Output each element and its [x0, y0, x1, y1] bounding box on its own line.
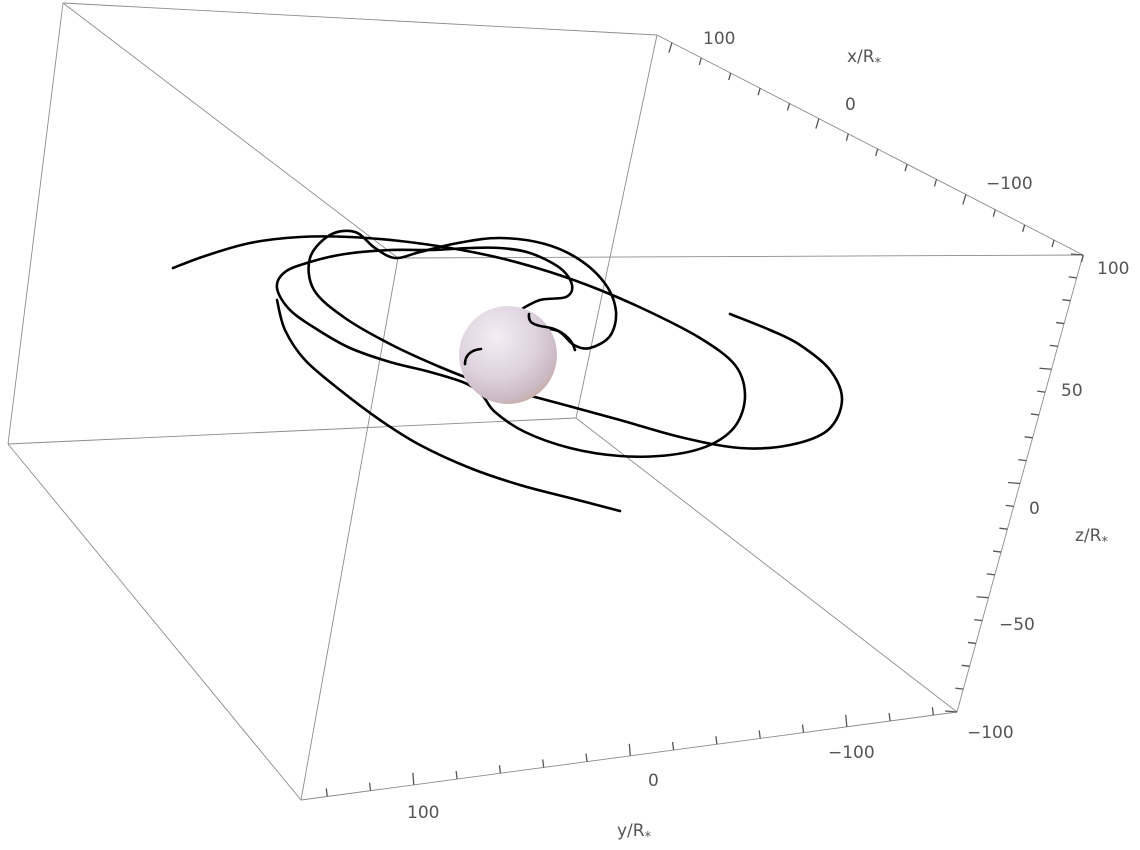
z-axis-tick	[1068, 276, 1077, 279]
z-axis-tick	[1056, 321, 1065, 325]
z-axis-tick	[1005, 504, 1014, 507]
z-axis-tick	[976, 596, 989, 599]
box-edge	[397, 254, 1084, 259]
x-axis-tick	[845, 133, 849, 141]
box-edge	[7, 443, 302, 801]
x-axis-tick	[668, 42, 673, 53]
y-axis-tick	[412, 772, 415, 785]
y-axis-tick	[542, 759, 545, 768]
x-tick-label: 100	[703, 29, 735, 49]
z-axis-tick	[1007, 481, 1021, 485]
x-axis-tick	[962, 194, 967, 205]
y-axis-tick	[758, 730, 761, 739]
x-axis-tick	[933, 179, 938, 187]
bounding-box	[7, 2, 1084, 801]
y-tick-label: 0	[648, 771, 659, 791]
y-axis-tick	[455, 770, 458, 780]
box-edge	[62, 2, 399, 259]
z-tick-label: 50	[1061, 381, 1083, 401]
orbit-segment-front	[527, 312, 577, 352]
box-edge	[300, 711, 958, 801]
x-axis-tick	[992, 209, 996, 217]
box-edge	[62, 2, 658, 36]
y-axis-tick	[931, 707, 935, 716]
z-axis-tick	[1018, 459, 1027, 462]
y-axis-tick	[888, 712, 891, 722]
box-edge	[575, 34, 658, 419]
x-axis-tick	[786, 103, 791, 111]
y-axis-tick	[325, 788, 328, 797]
z-axis-tick	[967, 641, 976, 645]
box-edge	[575, 417, 958, 713]
y-tick-label: 100	[407, 803, 439, 823]
x-axis-tick	[904, 163, 908, 172]
orbit-trajectory-tail	[275, 298, 622, 513]
y-axis-tick	[801, 724, 805, 733]
z-axis-tick	[1039, 367, 1052, 370]
axis-tick-labels: 100 0 −100 100 0 −100 100 50 0 −50 −100	[407, 29, 1129, 823]
x-axis-tick	[757, 88, 761, 96]
box-edge	[300, 257, 399, 801]
x-tick-label: 0	[845, 95, 856, 115]
z-axis-tick	[961, 664, 970, 667]
box-edge	[7, 417, 577, 445]
z-tick-label: 100	[1097, 259, 1129, 279]
z-axis-tick	[974, 618, 983, 622]
z-tick-label: 0	[1029, 499, 1040, 519]
z-axis-tick	[955, 687, 964, 690]
z-axis-tick	[999, 527, 1008, 530]
y-axis-tick	[498, 765, 502, 774]
y-axis-tick	[368, 782, 372, 791]
x-axis-tick	[1051, 239, 1055, 248]
orbit-trajectory-line	[171, 235, 747, 458]
box-edge	[656, 34, 1084, 256]
z-tick-label: −50	[999, 615, 1035, 635]
y-axis-tick	[628, 743, 631, 756]
z-axis-tick	[986, 573, 995, 576]
x-axis-tick	[698, 57, 702, 66]
y-axis-tick	[585, 753, 588, 762]
axis-ticks	[325, 42, 1085, 797]
y-tick-label: −100	[828, 743, 875, 763]
z-axis-tick	[944, 710, 958, 713]
orbit-trajectory-inner	[307, 229, 844, 450]
z-tick-label: −100	[967, 723, 1014, 743]
star-sphere	[459, 306, 557, 404]
z-axis-tick	[993, 550, 1002, 553]
x-axis-tick	[728, 72, 732, 81]
z-axis-tick	[1062, 299, 1071, 302]
y-axis-tick	[671, 741, 675, 751]
orbit-segment-front	[463, 347, 483, 366]
y-axis-tick	[845, 714, 848, 727]
x-axis-tick	[815, 118, 820, 129]
x-axis-tick	[1080, 255, 1085, 263]
box-edge	[7, 2, 64, 445]
x-tick-label: −100	[986, 174, 1033, 194]
x-axis-tick	[1022, 224, 1026, 233]
z-axis-tick	[1030, 413, 1039, 416]
y-axis-label: y/R*	[617, 821, 652, 845]
x-axis-label: x/R*	[847, 47, 882, 71]
y-axis-tick	[715, 736, 718, 745]
z-axis-tick	[1049, 344, 1058, 348]
z-axis-label: z/R*	[1075, 526, 1108, 550]
z-axis-tick	[1024, 436, 1033, 439]
x-axis-tick	[875, 148, 879, 157]
z-axis-tick	[1037, 390, 1046, 393]
z-axis-tick	[1070, 253, 1084, 256]
